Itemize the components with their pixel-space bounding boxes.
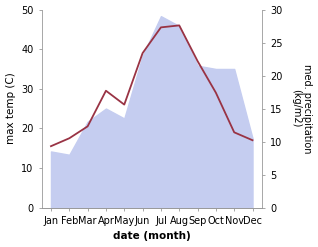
- Y-axis label: max temp (C): max temp (C): [5, 73, 16, 144]
- Y-axis label: med. precipitation
(kg/m2): med. precipitation (kg/m2): [291, 64, 313, 153]
- X-axis label: date (month): date (month): [113, 231, 190, 242]
